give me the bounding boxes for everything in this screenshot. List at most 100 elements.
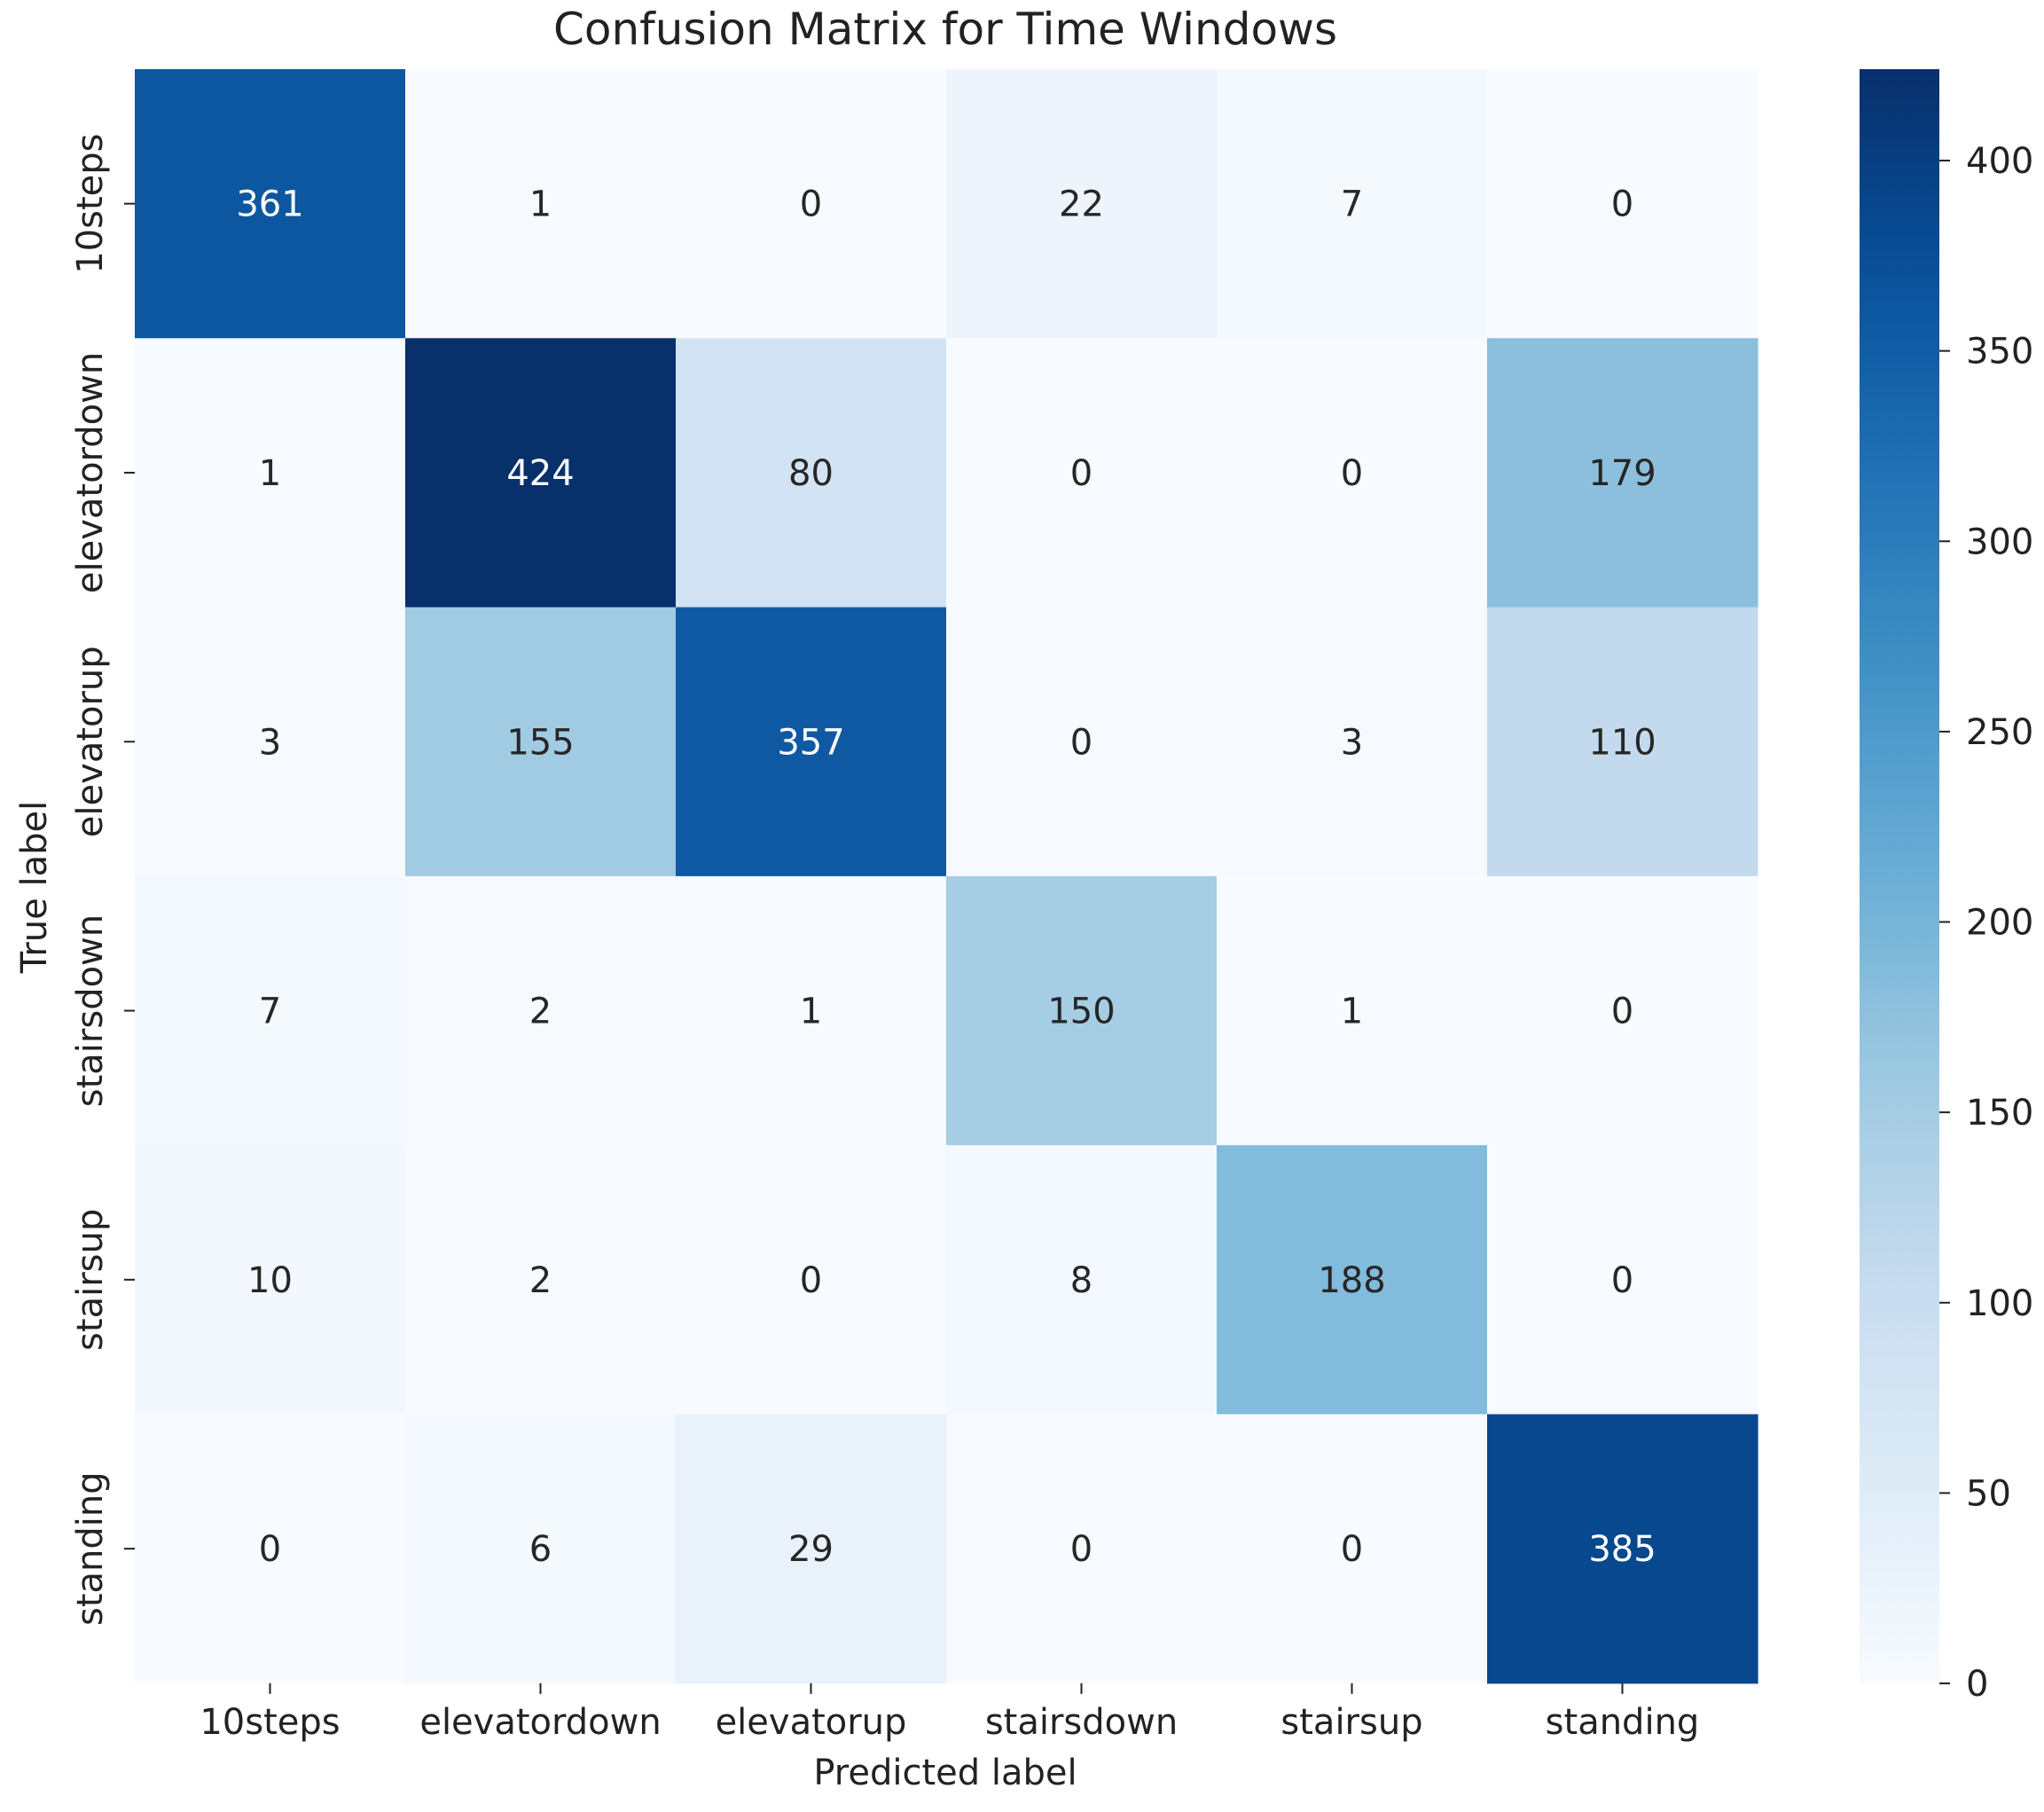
y-tick-label: 10steps (70, 134, 111, 274)
cell-value-label: 80 (788, 453, 834, 494)
cell-stairsdown-standing (1487, 875, 1758, 1146)
cell-value-label: 155 (506, 722, 574, 763)
cell-value-label: 188 (1318, 1260, 1385, 1301)
cell-elevatorup-elevatordown (405, 607, 677, 877)
x-axis: 10steps elevatordown elevatorup stairsdown s… (200, 1683, 1699, 1743)
cell-value-label: 110 (1588, 722, 1656, 763)
colorbar-tick-label: 0 (1966, 1664, 1988, 1705)
y-tick-label: standing (70, 1471, 111, 1626)
x-tick-label: stairsdown (985, 1702, 1178, 1743)
cell-elevatorup-stairsdown (946, 607, 1218, 877)
x-tick-label: stairsup (1280, 1702, 1422, 1743)
cell-value-label: 1 (1341, 992, 1363, 1032)
cell-value-label: 2 (529, 992, 552, 1032)
cell-value-label: 361 (236, 184, 303, 225)
cell-stairsup-elevatorup (676, 1145, 947, 1416)
cell-elevatordown-stairsup (1217, 338, 1488, 608)
cell-elevatordown-elevatordown (405, 338, 677, 608)
cell-value-label: 0 (1341, 1529, 1363, 1570)
cell-elevatorup-standing (1487, 607, 1758, 877)
x-tick-label: elevatorup (716, 1702, 907, 1743)
cell-value-label: 29 (788, 1529, 834, 1570)
cell-value-label: 1 (529, 184, 552, 225)
cell-standing-10steps (135, 1414, 406, 1684)
cell-value-label: 0 (800, 1260, 822, 1301)
cell-10steps-elevatorup (676, 69, 947, 339)
cell-stairsup-elevatordown (405, 1145, 677, 1416)
cell-elevatordown-standing (1487, 338, 1758, 608)
colorbar-tick-label: 350 (1966, 332, 2033, 373)
cell-10steps-elevatordown (405, 69, 677, 339)
cell-standing-stairsup (1217, 1414, 1488, 1684)
y-tick-label: elevatorup (70, 646, 111, 837)
cell-value-label: 0 (259, 1529, 281, 1570)
cell-value-label: 22 (1059, 184, 1104, 225)
cell-value-label: 150 (1047, 992, 1115, 1032)
cell-value-label: 6 (529, 1529, 552, 1570)
cell-value-label: 7 (1341, 184, 1363, 225)
cell-value-label: 0 (800, 184, 822, 225)
cell-10steps-10steps (135, 69, 406, 339)
cell-value-label: 0 (1341, 453, 1363, 494)
x-tick-label: standing (1546, 1702, 1700, 1743)
cell-value-label: 2 (529, 1260, 552, 1301)
cell-value-label: 0 (1611, 992, 1633, 1032)
cell-elevatorup-10steps (135, 607, 406, 877)
cell-standing-elevatorup (676, 1414, 947, 1684)
cell-standing-elevatordown (405, 1414, 677, 1684)
colorbar-ticks: 0 50 100 150 200 250 300 350 400 (1939, 141, 2033, 1705)
cell-value-label: 0 (1611, 184, 1633, 225)
colorbar-tick-label: 100 (1966, 1283, 2033, 1324)
y-tick-label: stairsdown (70, 914, 111, 1107)
x-tick-label: elevatordown (419, 1702, 661, 1743)
colorbar-tick-label: 250 (1966, 712, 2033, 753)
cell-value-label: 0 (1611, 1260, 1633, 1301)
cell-stairsdown-elevatorup (676, 875, 947, 1146)
cell-value-label: 0 (1070, 1529, 1092, 1570)
cell-standing-standing (1487, 1414, 1758, 1684)
cell-elevatordown-elevatorup (676, 338, 947, 608)
cell-10steps-stairsdown (946, 69, 1218, 339)
heatmap-cells (135, 69, 1758, 1684)
cell-value-label: 424 (506, 453, 574, 494)
cell-stairsdown-stairsdown (946, 875, 1218, 1146)
cell-value-label: 10 (247, 1260, 293, 1301)
colorbar-tick-label: 150 (1966, 1093, 2033, 1133)
cell-value-label: 8 (1070, 1260, 1092, 1301)
x-tick-label: 10steps (200, 1702, 340, 1743)
cell-stairsup-10steps (135, 1145, 406, 1416)
cell-value-label: 3 (1341, 722, 1363, 763)
cell-elevatordown-stairsdown (946, 338, 1218, 608)
cell-elevatordown-10steps (135, 338, 406, 608)
cell-elevatorup-elevatorup (676, 607, 947, 877)
y-axis: 10steps elevatordown elevatorup stairsdown s… (70, 134, 135, 1626)
colorbar-tick-label: 300 (1966, 522, 2033, 562)
cell-stairsdown-10steps (135, 875, 406, 1146)
colorbar-tick-label: 200 (1966, 903, 2033, 944)
cell-10steps-stairsup (1217, 69, 1488, 339)
chart-title: Confusion Matrix for Time Windows (553, 4, 1337, 55)
cell-stairsdown-stairsup (1217, 875, 1488, 1146)
cell-elevatorup-stairsup (1217, 607, 1488, 877)
cell-standing-stairsdown (946, 1414, 1218, 1684)
cell-stairsup-stairsup (1217, 1145, 1488, 1416)
cell-stairsup-stairsdown (946, 1145, 1218, 1416)
y-axis-label: True label (14, 801, 55, 974)
cell-stairsdown-elevatordown (405, 875, 677, 1146)
cell-value-label: 385 (1588, 1529, 1656, 1570)
cell-value-label: 1 (259, 453, 281, 494)
cell-stairsup-standing (1487, 1145, 1758, 1416)
cell-value-label: 0 (1070, 722, 1092, 763)
colorbar (1860, 69, 1939, 1683)
y-tick-label: elevatordown (70, 352, 111, 593)
colorbar-tick-label: 400 (1966, 141, 2033, 182)
cell-value-label: 179 (1588, 453, 1656, 494)
cell-value-label: 1 (800, 992, 822, 1032)
cell-value-label: 7 (259, 992, 281, 1032)
cell-value-label: 0 (1070, 453, 1092, 494)
y-tick-label: stairsup (70, 1209, 111, 1351)
cell-value-label: 357 (777, 722, 844, 763)
colorbar-tick-label: 50 (1966, 1473, 2011, 1514)
